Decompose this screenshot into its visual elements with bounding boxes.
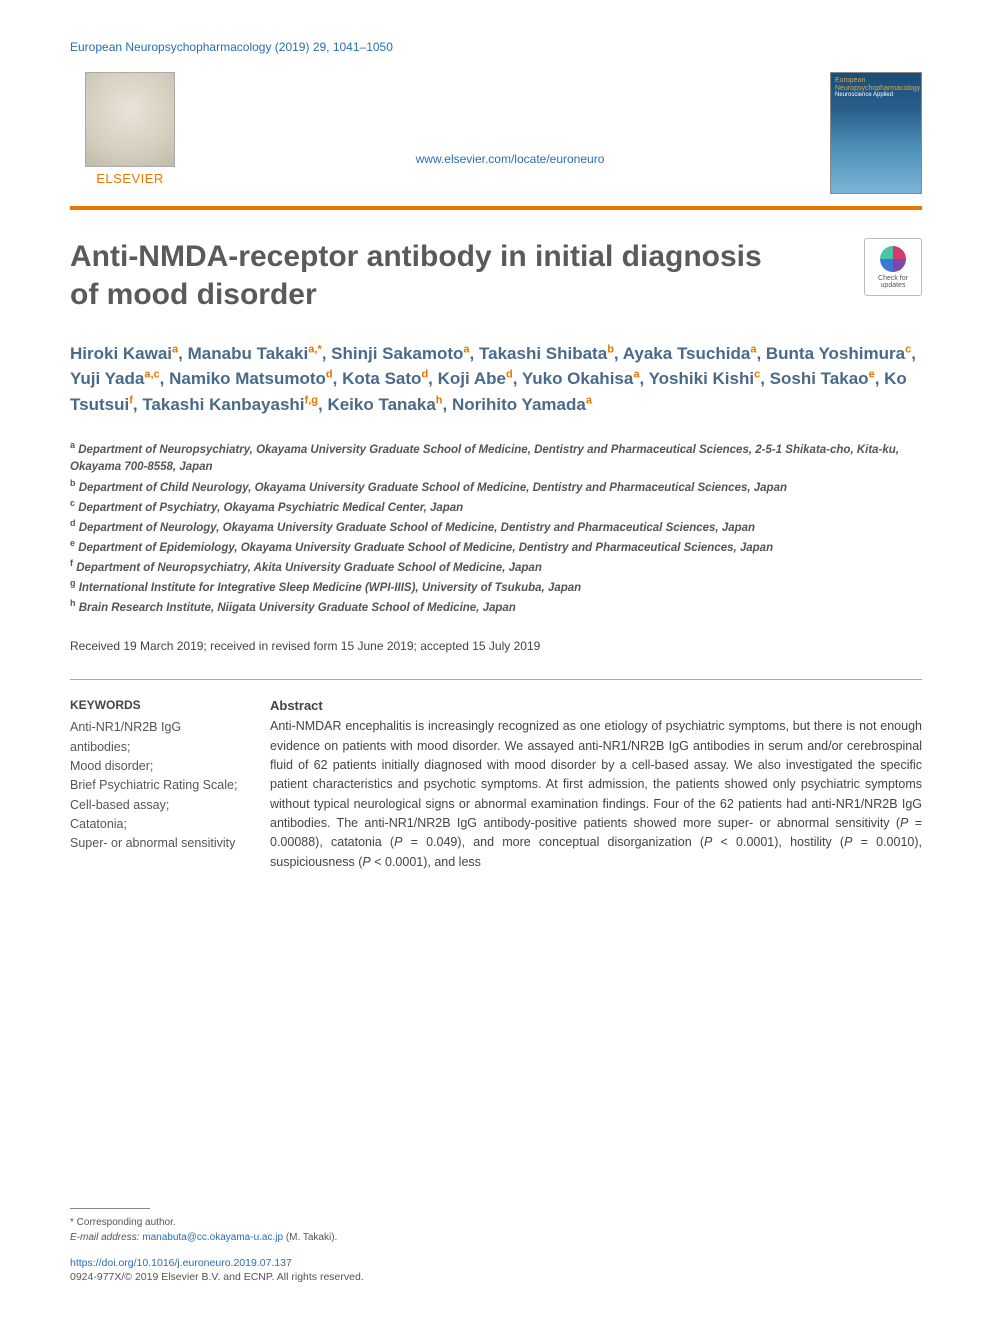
crossmark-icon: [880, 246, 906, 272]
author: Ayaka Tsuchidaa: [623, 344, 757, 363]
running-header: European Neuropsychopharmacology (2019) …: [70, 40, 922, 54]
author: Yuko Okahisaa: [522, 369, 640, 388]
keyword-item: Mood disorder;: [70, 757, 240, 776]
check-for-updates-badge[interactable]: Check for updates: [864, 238, 922, 296]
corresponding-person: (M. Takaki).: [286, 1232, 338, 1243]
keywords-heading: KEYWORDS: [70, 698, 240, 712]
abstract-column: Abstract Anti-NMDAR encephalitis is incr…: [270, 698, 922, 872]
section-divider: [70, 679, 922, 680]
publisher-label: ELSEVIER: [96, 171, 164, 186]
elsevier-tree-icon: [85, 72, 175, 167]
author: Yoshiki Kishic: [649, 369, 761, 388]
author: Shinji Sakamotoa: [331, 344, 469, 363]
author: Keiko Tanakah: [327, 395, 442, 414]
title-row: Anti-NMDA-receptor antibody in initial d…: [70, 238, 922, 341]
footer-block: * Corresponding author. E-mail address: …: [70, 1208, 922, 1283]
keyword-item: Super- or abnormal sensitivity: [70, 834, 240, 853]
publisher-logo-block: ELSEVIER: [70, 72, 190, 186]
affiliation-line: a Department of Neuropsychiatry, Okayama…: [70, 439, 922, 476]
email-label: E-mail address:: [70, 1232, 139, 1243]
affiliation-line: g International Institute for Integrativ…: [70, 577, 922, 597]
masthead-row: ELSEVIER www.elsevier.com/locate/euroneu…: [70, 72, 922, 194]
article-title: Anti-NMDA-receptor antibody in initial d…: [70, 238, 790, 315]
author: Kota Satod: [342, 369, 428, 388]
affiliation-line: f Department of Neuropsychiatry, Akita U…: [70, 557, 922, 577]
abstract-text: Anti-NMDAR encephalitis is increasingly …: [270, 717, 922, 872]
doi-link[interactable]: https://doi.org/10.1016/j.euroneuro.2019…: [70, 1257, 922, 1269]
orange-divider: [70, 206, 922, 210]
corresponding-author-footnote: * Corresponding author. E-mail address: …: [70, 1215, 922, 1245]
keywords-column: KEYWORDS Anti-NR1/NR2B IgG antibodies;Mo…: [70, 698, 240, 872]
corresponding-label: * Corresponding author.: [70, 1215, 922, 1230]
keywords-list: Anti-NR1/NR2B IgG antibodies;Mood disord…: [70, 718, 240, 854]
abstract-heading: Abstract: [270, 698, 922, 713]
check-updates-line2: updates: [881, 282, 906, 289]
journal-cover-thumbnail: European Neuropsychopharmacology Neurosc…: [830, 72, 922, 194]
affiliation-line: b Department of Child Neurology, Okayama…: [70, 477, 922, 497]
affiliation-line: d Department of Neurology, Okayama Unive…: [70, 517, 922, 537]
corresponding-email-link[interactable]: manabuta@cc.okayama-u.ac.jp: [142, 1232, 283, 1243]
author: Takashi Shibatab: [479, 344, 614, 363]
footnote-rule: [70, 1208, 150, 1209]
author: Hiroki Kawaia: [70, 344, 178, 363]
journal-cover-title: European Neuropsychopharmacology: [835, 77, 917, 92]
copyright-line: 0924-977X/© 2019 Elsevier B.V. and ECNP.…: [70, 1271, 922, 1283]
affiliation-list: a Department of Neuropsychiatry, Okayama…: [70, 439, 922, 617]
journal-url[interactable]: www.elsevier.com/locate/euroneuro: [190, 72, 830, 166]
article-dates: Received 19 March 2019; received in revi…: [70, 639, 922, 653]
check-updates-line1: Check for: [878, 275, 908, 282]
affiliation-line: e Department of Epidemiology, Okayama Un…: [70, 537, 922, 557]
affiliation-line: c Department of Psychiatry, Okayama Psyc…: [70, 497, 922, 517]
keyword-item: Catatonia;: [70, 815, 240, 834]
affiliation-line: h Brain Research Institute, Niigata Univ…: [70, 597, 922, 617]
author: Yuji Yadaa,c: [70, 369, 160, 388]
author: Namiko Matsumotod: [169, 369, 333, 388]
keyword-item: Anti-NR1/NR2B IgG antibodies;: [70, 718, 240, 757]
body-columns: KEYWORDS Anti-NR1/NR2B IgG antibodies;Mo…: [70, 698, 922, 872]
author: Bunta Yoshimurac: [766, 344, 911, 363]
author: Norihito Yamadaa: [452, 395, 592, 414]
author-list: Hiroki Kawaia, Manabu Takakia,*, Shinji …: [70, 341, 922, 418]
author: Soshi Takaoe: [770, 369, 875, 388]
keyword-item: Brief Psychiatric Rating Scale;: [70, 776, 240, 795]
author: Koji Abed: [438, 369, 513, 388]
author: Takashi Kanbayashif,g: [142, 395, 318, 414]
author: Manabu Takakia,*: [188, 344, 322, 363]
journal-cover-subtitle: Neuroscience Applied: [835, 92, 917, 98]
keyword-item: Cell-based assay;: [70, 796, 240, 815]
